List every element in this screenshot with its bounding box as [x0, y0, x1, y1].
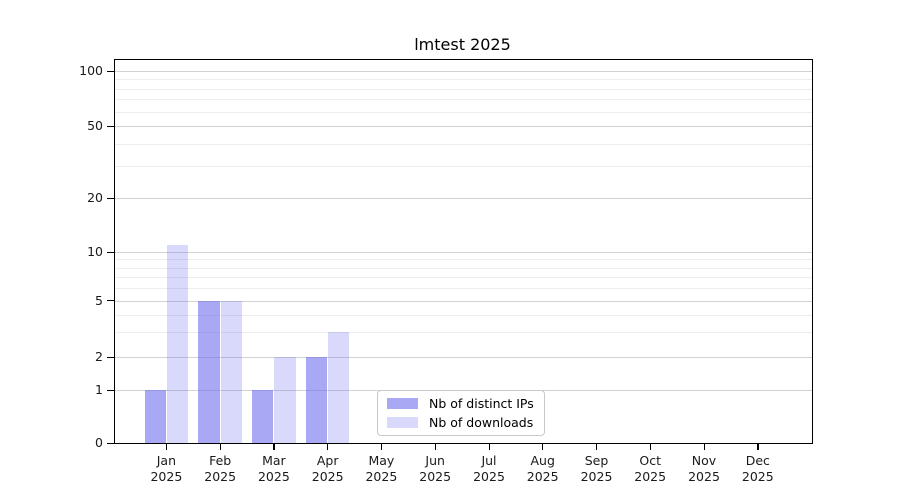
x-axis-tick — [165, 444, 168, 450]
gridline-major — [115, 357, 812, 359]
x-axis-tick — [488, 444, 490, 450]
y-tick-label: 5 — [95, 292, 103, 308]
x-tick-label: Jan 2025 — [150, 453, 183, 484]
x-tick-label: Dec 2025 — [741, 453, 774, 484]
x-axis-tick — [327, 444, 329, 450]
gridline-minor — [115, 314, 812, 316]
x-tick-label: Apr 2025 — [311, 453, 344, 484]
y-axis-tick — [107, 70, 114, 72]
x-tick-label: Oct 2025 — [634, 453, 667, 484]
gridline-minor — [115, 267, 812, 269]
x-axis-tick — [380, 444, 383, 450]
x-tick-label: Nov 2025 — [688, 453, 720, 484]
y-axis-tick — [107, 125, 114, 127]
bar-downloads-feb — [220, 300, 242, 443]
y-tick-label: 10 — [87, 244, 103, 260]
y-axis-tick — [107, 251, 114, 254]
y-axis-tick — [107, 389, 114, 392]
x-axis-tick — [757, 444, 759, 450]
gridline-minor — [115, 332, 812, 334]
gridline-minor — [115, 166, 812, 168]
y-axis-tick — [107, 442, 114, 444]
gridline-major — [115, 71, 812, 72]
gridline-minor — [115, 143, 812, 145]
gridline-minor — [115, 79, 812, 81]
x-axis-tick — [273, 444, 275, 450]
legend-item: Nb of distinct IPs — [387, 396, 535, 411]
legend: Nb of distinct IPs Nb of downloads — [377, 390, 545, 436]
y-tick-label: 100 — [79, 63, 103, 78]
gridline-minor — [115, 99, 812, 101]
legend-label: Nb of downloads — [429, 415, 534, 430]
y-axis-tick — [107, 197, 114, 199]
chart-title: lmtest 2025 — [414, 35, 511, 54]
bar-downloads-mar — [274, 357, 296, 443]
gridline-major — [115, 126, 812, 127]
x-tick-label: Sep 2025 — [580, 453, 613, 484]
bar-distinct-ips-apr — [305, 357, 328, 443]
x-tick-label: May 2025 — [365, 453, 398, 484]
x-tick-label: Jul 2025 — [473, 453, 505, 484]
gridline-minor — [115, 277, 812, 279]
legend-label: Nb of distinct IPs — [429, 396, 534, 411]
y-tick-label: 0 — [95, 435, 103, 450]
gridline-minor — [115, 288, 812, 290]
bar-downloads-jan — [166, 244, 189, 443]
x-tick-label: Jun 2025 — [419, 453, 452, 484]
x-axis-tick — [703, 444, 705, 450]
y-tick-label: 50 — [87, 118, 103, 133]
gridline-minor — [115, 88, 812, 90]
legend-swatch-distinct-ips — [387, 398, 418, 409]
y-tick-label: 2 — [95, 349, 103, 365]
gridline-major — [115, 198, 812, 199]
x-axis-tick — [596, 444, 598, 450]
x-axis-tick — [219, 444, 221, 450]
legend-swatch-downloads — [387, 417, 418, 428]
legend-item: Nb of downloads — [387, 415, 535, 430]
y-axis-tick — [107, 356, 114, 359]
x-tick-label: Aug 2025 — [526, 453, 559, 484]
x-axis-tick — [434, 444, 436, 450]
bar-distinct-ips-feb — [198, 300, 220, 443]
bar-distinct-ips-mar — [252, 390, 274, 443]
y-tick-label: 20 — [87, 190, 103, 205]
bar-distinct-ips-jan — [144, 390, 166, 443]
gridline-minor — [115, 259, 812, 261]
gridline-minor — [115, 111, 812, 113]
bar-downloads-apr — [328, 332, 350, 443]
gridline-major — [115, 300, 812, 302]
gridline-major — [115, 252, 812, 254]
plot-area: 0 1 2 5 10 20 50 100 Jan 2025 Feb 2025 Mar 2025 Apr… — [79, 59, 813, 484]
x-axis-tick — [542, 444, 544, 450]
y-tick-label: 1 — [95, 382, 103, 398]
x-tick-label: Mar 2025 — [257, 453, 290, 484]
y-axis-tick — [107, 300, 114, 302]
x-axis-tick — [649, 444, 651, 450]
x-tick-label: Feb 2025 — [204, 453, 237, 484]
